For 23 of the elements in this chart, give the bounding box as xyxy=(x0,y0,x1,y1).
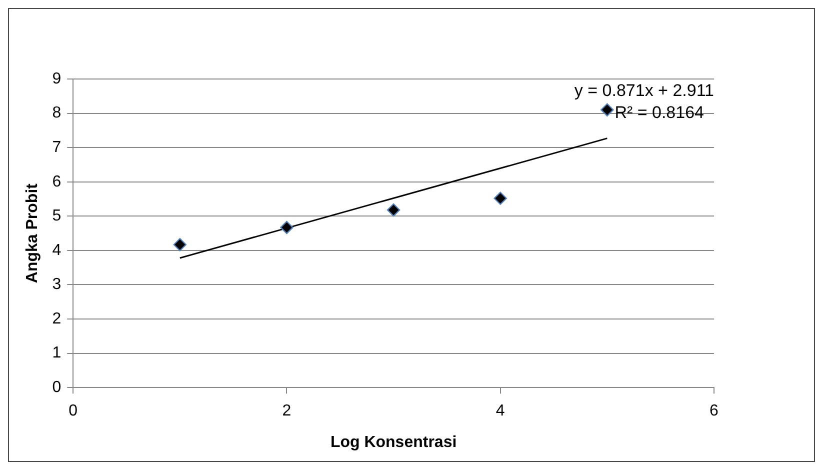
y-axis-title: Angka Probit xyxy=(24,182,42,284)
x-tick-label: 4 xyxy=(496,402,505,420)
x-tick-label: 0 xyxy=(68,402,78,420)
x-axis-title: Log Konsentrasi xyxy=(330,434,457,451)
y-tick-label: 3 xyxy=(52,276,62,294)
y-tick-label: 0 xyxy=(52,379,62,396)
point xyxy=(600,103,614,116)
x-tick-label: 6 xyxy=(710,402,719,420)
y-tick-label: 9 xyxy=(52,70,62,88)
point xyxy=(173,238,187,252)
y-tick-label: 4 xyxy=(52,242,62,259)
y-tick-label: 8 xyxy=(52,104,62,122)
y-tick-label: 2 xyxy=(52,310,62,328)
y-tick-label: 7 xyxy=(52,138,62,156)
point xyxy=(280,220,294,234)
point xyxy=(386,203,400,217)
annotation: R² = 0.8164 xyxy=(614,103,704,122)
y-tick-label: 5 xyxy=(52,208,62,225)
point xyxy=(494,192,507,205)
y-tick-label: 1 xyxy=(52,344,62,362)
y-tick-label: 6 xyxy=(52,173,62,190)
x-tick-label: 2 xyxy=(282,402,292,420)
annotation: y = 0.871x + 2.911 xyxy=(574,81,714,100)
